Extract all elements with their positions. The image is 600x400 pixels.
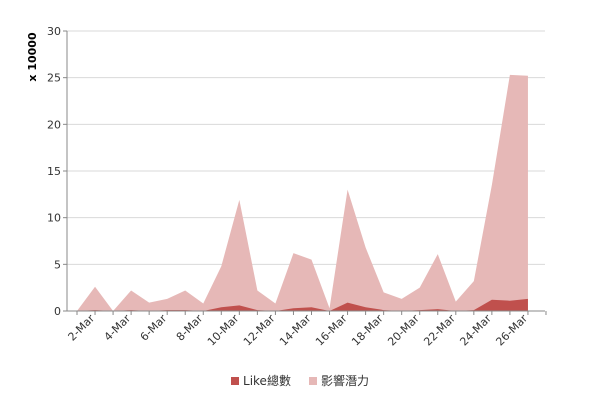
y-tick-label: 15 — [47, 165, 61, 178]
y-tick-label: 10 — [47, 212, 61, 225]
x-tick-label: 2-Mar — [66, 312, 98, 344]
x-tick-label: 8-Mar — [174, 312, 206, 344]
legend-item-influence: 影響潛力 — [308, 372, 369, 389]
gridlines — [67, 30, 545, 265]
x-tick-label: 12-Mar — [241, 312, 278, 349]
x-tick-label: 6-Mar — [138, 312, 170, 344]
y-tick-label: 25 — [47, 72, 61, 85]
legend-swatch-influence — [308, 376, 317, 385]
x-tick-label: 20-Mar — [385, 312, 422, 349]
legend-swatch-like — [231, 376, 240, 385]
x-tick-label: 4-Mar — [102, 312, 134, 344]
x-tick-label: 18-Mar — [349, 312, 386, 349]
y-axis-label: x 10000 — [26, 32, 39, 82]
series-area-0 — [77, 74, 528, 311]
x-tick-label: 10-Mar — [205, 312, 242, 349]
x-tick-label: 16-Mar — [313, 312, 350, 349]
axes — [63, 30, 547, 315]
legend-label-influence: 影響潛力 — [320, 374, 369, 388]
y-tick-label: 30 — [47, 25, 61, 38]
x-tick-label: 26-Mar — [493, 312, 530, 349]
series-areas — [77, 74, 528, 311]
legend-label-like: Like總數 — [243, 374, 291, 388]
x-tick-label: 22-Mar — [421, 312, 458, 349]
x-tick-label: 14-Mar — [277, 312, 314, 349]
y-tick-label: 0 — [54, 305, 61, 318]
legend-item-like: Like總數 — [231, 372, 291, 389]
legend: Like總數 影響潛力 — [0, 372, 600, 389]
y-tick-label: 20 — [47, 118, 61, 131]
series-area-1 — [77, 298, 528, 311]
x-tick-label: 24-Mar — [457, 312, 494, 349]
y-tick-label: 5 — [54, 258, 61, 271]
